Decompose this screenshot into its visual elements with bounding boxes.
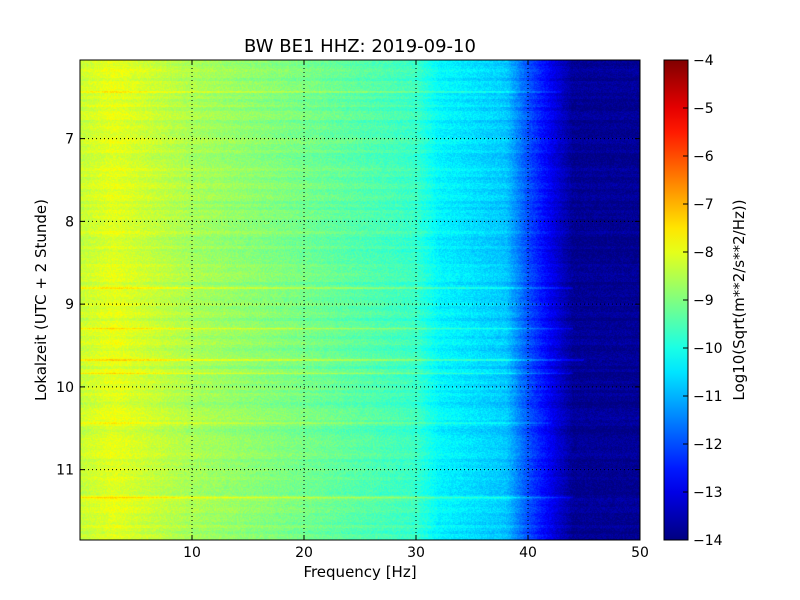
colorbar-label: Log10(Sqrt(m**2/s**2/Hz)) bbox=[730, 199, 748, 400]
x-tick-label: 50 bbox=[631, 545, 649, 561]
y-axis-label: Lokalzeit (UTC + 2 Stunde) bbox=[32, 199, 50, 401]
x-axis-ticks: 10 20 30 40 50 bbox=[183, 60, 649, 561]
y-tick-label: 10 bbox=[56, 380, 74, 396]
colorbar-tick-label: −13 bbox=[693, 485, 723, 501]
colorbar-tick-label: −5 bbox=[693, 101, 714, 117]
y-axis-ticks: 7 8 9 10 11 bbox=[56, 132, 640, 479]
x-tick-label: 30 bbox=[407, 545, 425, 561]
x-tick-label: 20 bbox=[295, 545, 313, 561]
colorbar-tick-label: −12 bbox=[693, 437, 723, 453]
grid-lines bbox=[80, 60, 640, 540]
x-tick-label: 10 bbox=[183, 545, 201, 561]
y-tick-label: 9 bbox=[65, 297, 74, 313]
colorbar-tick-label: −8 bbox=[693, 245, 714, 261]
colorbar-tick-label: −4 bbox=[693, 53, 714, 69]
spectrogram-image bbox=[80, 60, 640, 540]
chart-title: BW BE1 HHZ: 2019-09-10 bbox=[244, 36, 476, 57]
y-tick-label: 7 bbox=[65, 132, 74, 148]
colorbar-tick-label: −6 bbox=[693, 149, 714, 165]
y-tick-label: 11 bbox=[56, 463, 74, 479]
colorbar-tick-label: −11 bbox=[693, 389, 723, 405]
colorbar-tick-label: −7 bbox=[693, 197, 714, 213]
x-axis-label: Frequency [Hz] bbox=[303, 563, 416, 581]
colorbar-tick-label: −10 bbox=[693, 341, 723, 357]
colorbar-tick-label: −14 bbox=[693, 533, 723, 549]
spectrogram-heatmap bbox=[80, 60, 640, 540]
x-tick-label: 40 bbox=[519, 545, 537, 561]
y-tick-label: 8 bbox=[65, 214, 74, 230]
colorbar-ticks: −4 −5 −6 −7 −8 −9 −10 −11 −12 −13 −14 bbox=[683, 53, 723, 549]
plot-frame bbox=[79, 59, 641, 541]
colorbar-tick-label: −9 bbox=[693, 293, 714, 309]
